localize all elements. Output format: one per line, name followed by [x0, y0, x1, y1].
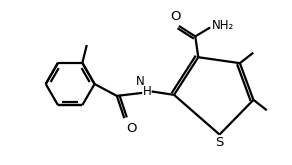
Text: S: S [215, 136, 224, 149]
Text: O: O [170, 10, 181, 23]
Text: NH₂: NH₂ [212, 19, 234, 33]
Text: H: H [143, 85, 152, 98]
Text: N: N [136, 75, 145, 88]
Text: O: O [126, 122, 136, 135]
